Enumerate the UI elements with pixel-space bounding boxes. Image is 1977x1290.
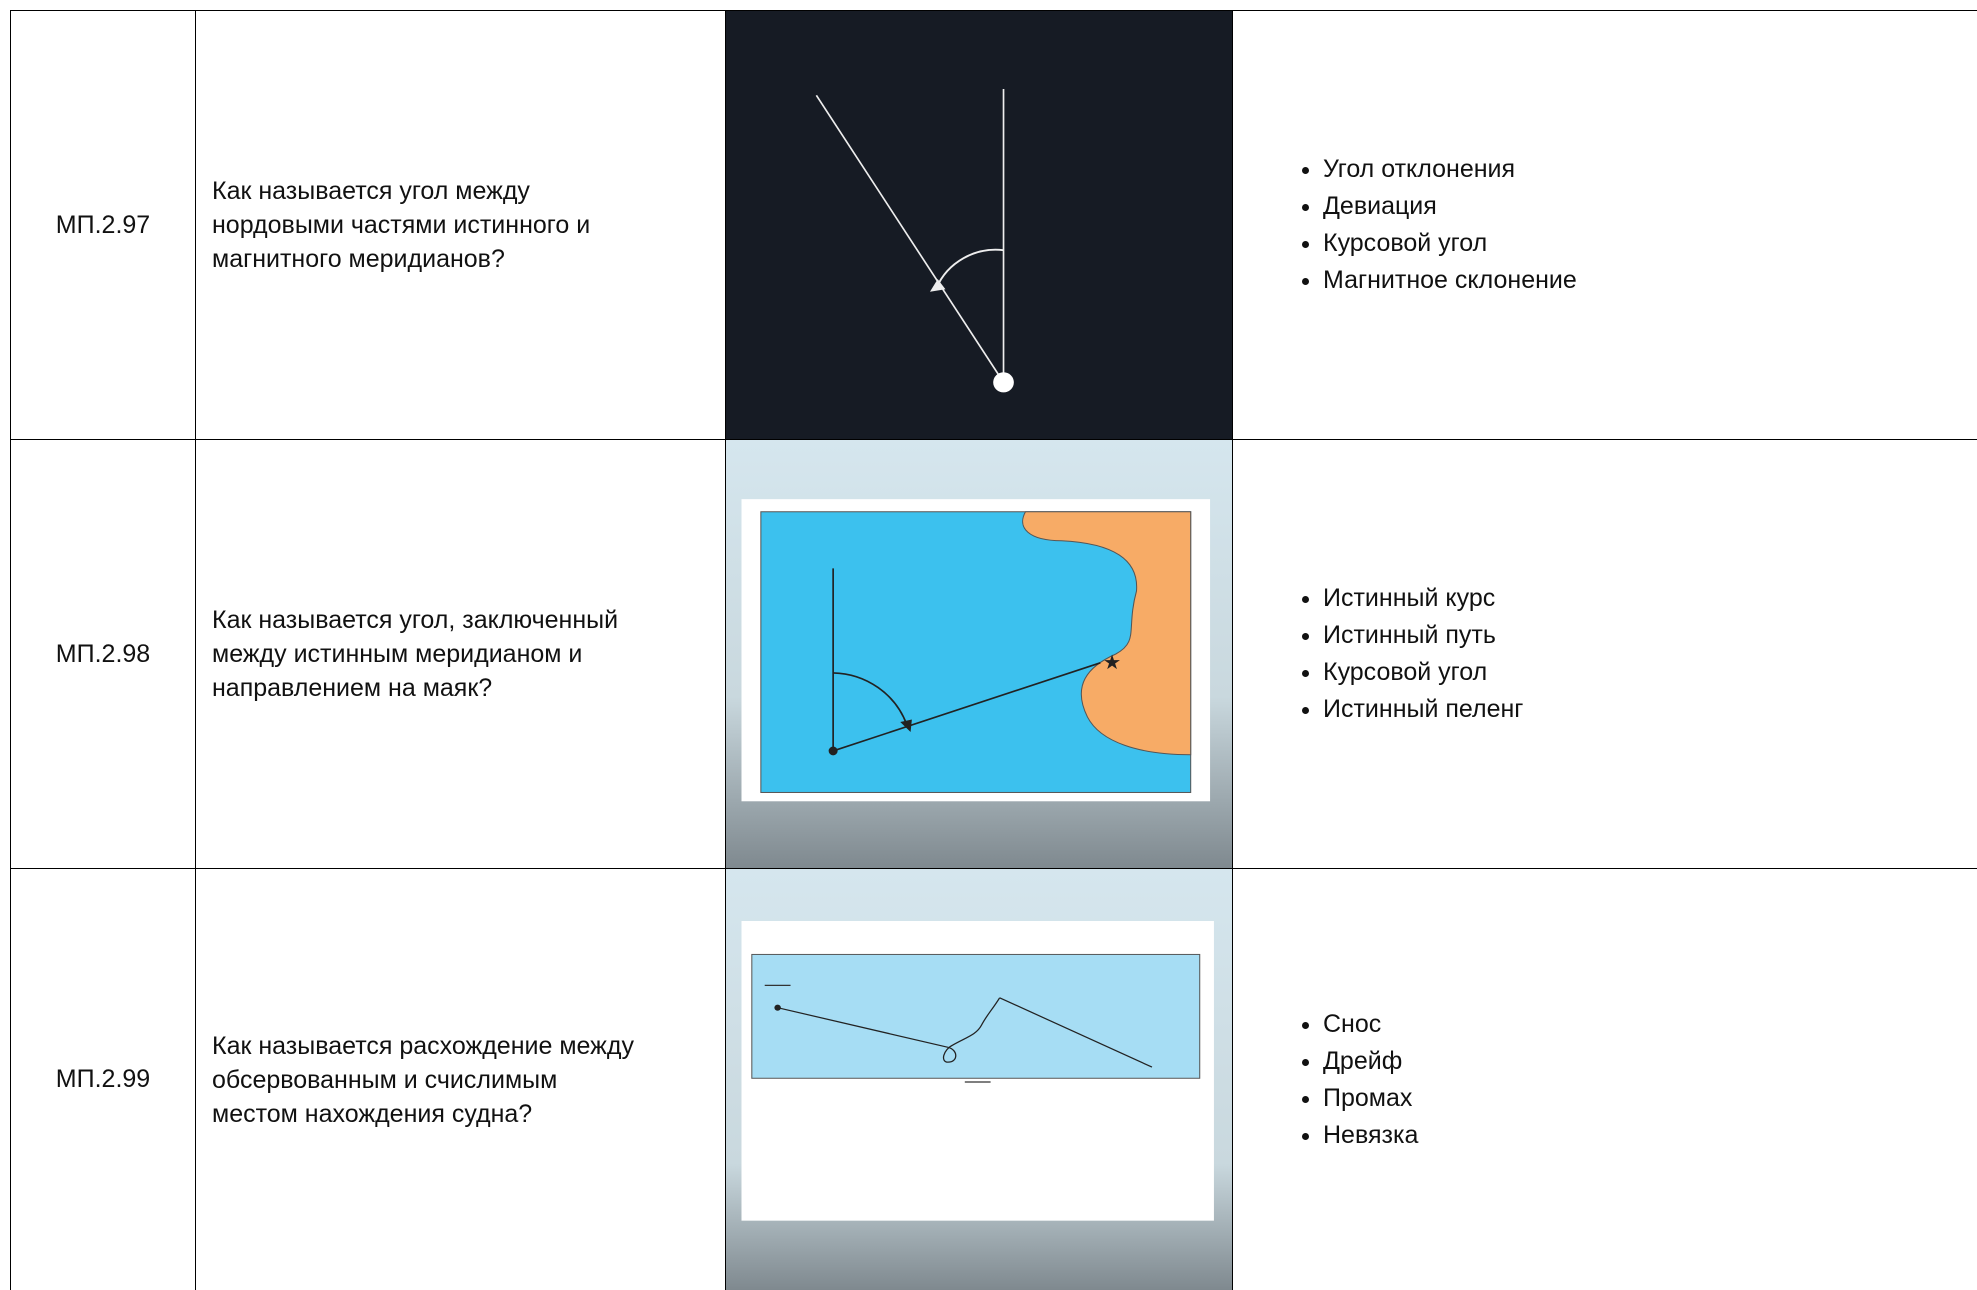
question-line: Как называется угол между [212, 177, 530, 205]
question-line: обсервованным и счислимым [212, 1065, 558, 1094]
option: Угол отклонения [1323, 151, 1577, 188]
figure-cell [725, 10, 1232, 439]
question-id: МП.2.97 [55, 210, 151, 239]
figure-shape [942, 997, 1001, 1063]
option: Дрейф [1323, 1043, 1418, 1080]
question-id: МП.2.98 [55, 639, 151, 668]
question-line: Как называется расхождение между [212, 1031, 634, 1060]
question-cell: Как называется расхождение между обсервов… [195, 868, 725, 1290]
figure-shape: ★ [1103, 652, 1122, 674]
options-cell: Угол отклоненияДевиацияКурсовой уголМагн… [1232, 10, 1977, 439]
figure-shape [833, 672, 908, 725]
option: Промах [1323, 1080, 1418, 1117]
question-line: между истинным меридианом и [212, 640, 583, 668]
options-cell: Истинный курсИстинный путьКурсовой уголИ… [1232, 439, 1977, 868]
figure: ★ [726, 440, 1232, 868]
option: Курсовой угол [1323, 225, 1577, 262]
question-line: магнитного меридианов? [212, 245, 505, 273]
figure-cell [725, 868, 1232, 1290]
option: Истинный пеленг [1323, 691, 1523, 728]
question: Как называется угол, заключенный между ис… [212, 603, 618, 705]
options-list: СносДрейфПромахНевязка [1303, 1006, 1418, 1154]
figure-shape [751, 953, 1201, 1079]
question-line: местом нахождения судна? [212, 1099, 533, 1128]
figure-shape [815, 94, 1005, 383]
question-line: Как называется угол, заключенный [212, 606, 619, 634]
option: Курсовой угол [1323, 654, 1523, 691]
option: Истинный курс [1323, 580, 1523, 617]
figure-shape [832, 662, 1101, 752]
figure-shape [726, 11, 1232, 439]
question: Как называется угол между нордовыми частя… [212, 174, 590, 276]
option: Магнитное склонение [1323, 262, 1577, 299]
question-cell: Как называется угол между нордовыми частя… [195, 10, 725, 439]
figure [726, 869, 1232, 1290]
row-id: МП.2.98 [10, 439, 195, 868]
figure-shape [929, 279, 946, 292]
option: Истинный путь [1323, 617, 1523, 654]
option: Невязка [1323, 1117, 1418, 1154]
figure-shape [777, 1007, 949, 1048]
option: Девиация [1323, 188, 1577, 225]
row-id: МП.2.97 [10, 10, 195, 439]
question: Как называется расхождение между обсервов… [212, 1029, 634, 1131]
options-list: Угол отклоненияДевиацияКурсовой уголМагн… [1303, 151, 1577, 299]
question-cell: Как называется угол, заключенный между ис… [195, 439, 725, 868]
question-line: нордовыми частями истинного и [212, 211, 591, 239]
question-line: направлением на маяк? [212, 674, 493, 702]
figure-shape [828, 746, 838, 756]
question-id: МП.2.99 [55, 1065, 151, 1093]
figure-shape [900, 719, 912, 733]
figure-shape [1022, 511, 1192, 756]
figure-shape [993, 372, 1014, 393]
option: Снос [1323, 1006, 1418, 1043]
figure [726, 11, 1232, 439]
row-id: МП.2.99 [10, 868, 195, 1290]
figure-shape [935, 248, 1004, 289]
figure-cell: ★ [725, 439, 1232, 868]
figure-shape [999, 997, 1153, 1068]
options-list: Истинный курсИстинный путьКурсовой уголИ… [1303, 580, 1523, 728]
options-cell: СносДрейфПромахНевязка [1232, 868, 1977, 1290]
